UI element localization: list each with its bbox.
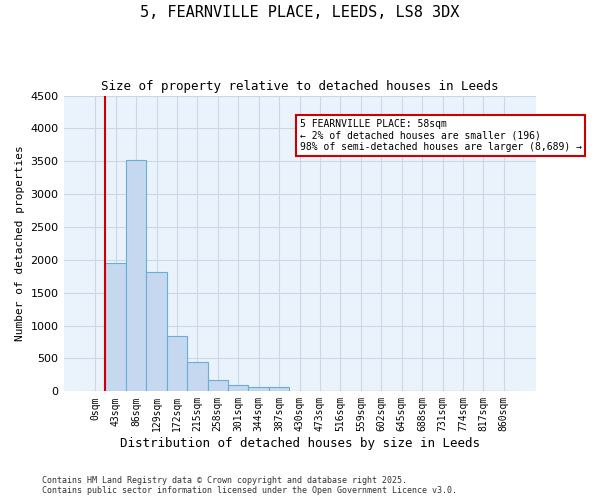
Bar: [126, 160, 146, 392]
Bar: [187, 362, 208, 392]
Bar: [228, 385, 248, 392]
X-axis label: Distribution of detached houses by size in Leeds: Distribution of detached houses by size …: [119, 437, 479, 450]
Bar: [106, 263, 126, 392]
Bar: [248, 386, 269, 392]
Text: 5 FEARNVILLE PLACE: 58sqm
← 2% of detached houses are smaller (196)
98% of semi-: 5 FEARNVILLE PLACE: 58sqm ← 2% of detach…: [299, 119, 581, 152]
Bar: [146, 272, 167, 392]
Title: Size of property relative to detached houses in Leeds: Size of property relative to detached ho…: [101, 80, 498, 93]
Text: Contains HM Land Registry data © Crown copyright and database right 2025.
Contai: Contains HM Land Registry data © Crown c…: [42, 476, 457, 495]
Bar: [269, 388, 289, 392]
Y-axis label: Number of detached properties: Number of detached properties: [15, 146, 25, 342]
Bar: [167, 336, 187, 392]
Text: 5, FEARNVILLE PLACE, LEEDS, LS8 3DX: 5, FEARNVILLE PLACE, LEEDS, LS8 3DX: [140, 5, 460, 20]
Bar: [208, 380, 228, 392]
